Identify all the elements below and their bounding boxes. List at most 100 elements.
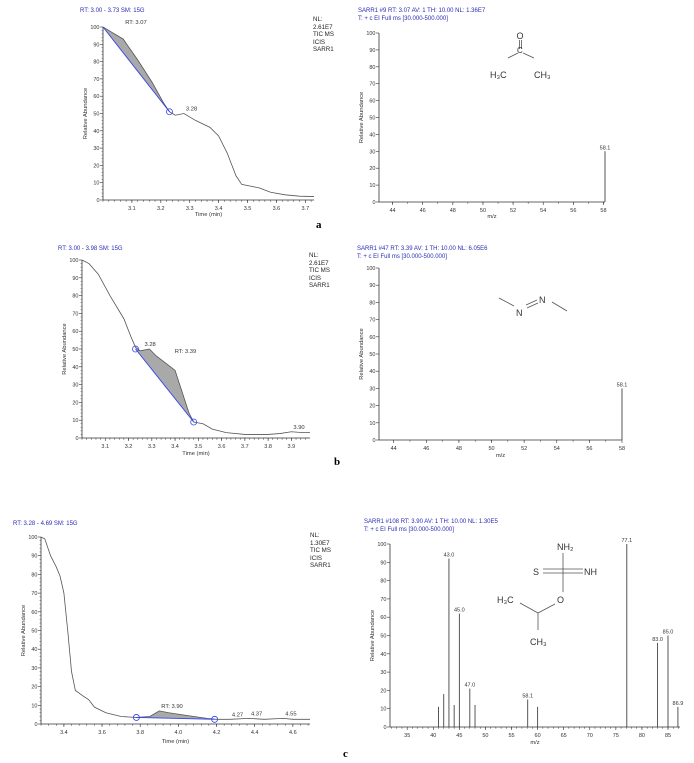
x-tick-label: 3.8	[264, 444, 272, 450]
y-tick-label: 0	[372, 438, 375, 444]
c-chromatogram: 0 10 20 30 40 50 60 70 80 90 100 3.4 3.6 3.8 4.0 4.2 4.4…	[21, 535, 310, 745]
x-tick-label: 52	[510, 208, 516, 214]
scan-header: SARR1 #108 RT: 3.90 AV: 1 TH: 10.00 NL: …	[364, 519, 498, 525]
y-tick-label: 100	[366, 31, 375, 37]
y-tick-label: 50	[369, 352, 375, 358]
peak-mz-label: 86.9	[673, 701, 684, 707]
tic-trace	[102, 26, 315, 197]
a-spectrum-header: SARR1 #9 RT: 3.07 AV: 1 TH: 10.00 NL: 1.…	[358, 8, 485, 23]
structure-acetone	[507, 40, 535, 59]
y-tick-label: 80	[72, 294, 78, 300]
panel-label-c: c	[343, 748, 348, 760]
y-tick-label: 10	[31, 703, 37, 709]
x-tick-label: 80	[639, 733, 645, 739]
x-tick-label: 54	[540, 208, 546, 214]
c-chromatogram-nl-info: NL: 1.30E7 TIC MS ICIS SARR1	[310, 532, 331, 570]
y-tick-label: 90	[31, 554, 37, 560]
x-tick-label: 4.6	[289, 730, 297, 736]
thio-s: S	[533, 567, 539, 577]
x-tick-label: 54	[554, 446, 560, 452]
y-tick-label: 30	[31, 666, 37, 672]
y-tick-label: 80	[93, 60, 99, 66]
peak-mz-label: 58.1	[617, 382, 628, 388]
x-tick-label: 56	[570, 208, 576, 214]
peak-mz-label: 45.0	[454, 608, 465, 614]
x-tick-label: 44	[391, 446, 397, 452]
x-tick-label: 4.4	[251, 730, 259, 736]
y-tick-label: 0	[96, 198, 99, 204]
baseline-marker[interactable]	[166, 108, 173, 116]
x-tick-label: 3.3	[186, 206, 194, 212]
y-tick-label: 40	[31, 647, 37, 653]
x-tick-label: 50	[480, 208, 486, 214]
y-tick-label: 0	[34, 722, 37, 728]
x-tick-label: 48	[450, 208, 456, 214]
y-axis-label: Relative Abundance	[370, 610, 376, 662]
structure-azomethane	[498, 297, 568, 312]
structure-thiocarbamate	[519, 553, 583, 630]
nl-line: TIC MS	[309, 267, 330, 275]
integration-baseline	[135, 348, 195, 423]
y-tick-label: 50	[72, 347, 78, 353]
x-tick-label: 3.5	[194, 444, 202, 450]
y-tick-label: 10	[93, 181, 99, 187]
nl-line: ICIS	[310, 554, 323, 562]
y-tick-label: 20	[72, 400, 78, 406]
x-tick-label: 70	[587, 733, 593, 739]
x-tick-label: 65	[561, 733, 567, 739]
panel-label-b: b	[334, 456, 341, 468]
x-axis-label: Time (min)	[182, 451, 210, 457]
baseline-marker[interactable]	[132, 345, 139, 353]
x-tick-label: 60	[535, 733, 541, 739]
nl-line: TIC MS	[310, 547, 331, 555]
scan-filter: T: + c EI Full ms [30.000-500.000]	[357, 253, 447, 260]
y-tick-label: 80	[380, 579, 386, 585]
y-tick-label: 0	[383, 725, 386, 731]
b-chromatogram-nl-info: NL: 2.61E7 TIC MS ICIS SARR1	[309, 252, 330, 290]
x-tick-label: 3.2	[157, 206, 165, 212]
y-tick-label: 30	[369, 149, 375, 155]
y-tick-label: 40	[369, 132, 375, 138]
nl-line: 2.61E7	[309, 259, 329, 267]
x-tick-label: 48	[456, 446, 462, 452]
y-tick-label: 30	[380, 670, 386, 676]
c-spectrum: 0 10 20 30 40 50 60 70 80 90 100 35 40 45 50 55 60 65 70 75…	[370, 538, 683, 746]
peak-label: RT: 3.07	[125, 20, 146, 26]
y-tick-label: 50	[31, 629, 37, 635]
x-tick-label: 45	[456, 733, 462, 739]
y-tick-label: 20	[31, 685, 37, 691]
y-tick-label: 10	[369, 421, 375, 427]
peak-mz-label: 58.1	[600, 145, 611, 151]
x-tick-label: 3.6	[218, 444, 226, 450]
nl-line: 2.61E7	[313, 23, 333, 31]
y-tick-label: 40	[380, 652, 386, 658]
y-tick-label: 30	[72, 383, 78, 389]
y-tick-label: 90	[72, 276, 78, 282]
peak-label: RT: 3.90	[161, 704, 182, 710]
azo-n2: N	[539, 295, 546, 305]
x-tick-label: 46	[420, 208, 426, 214]
x-tick-label: 56	[586, 446, 592, 452]
y-tick-label: 40	[72, 365, 78, 371]
y-tick-label: 60	[93, 94, 99, 100]
peak-label: 4.37	[251, 711, 262, 717]
x-tick-label: 3.4	[215, 206, 223, 212]
integration-baseline	[102, 26, 170, 113]
y-tick-label: 20	[93, 163, 99, 169]
x-tick-label: 50	[488, 446, 494, 452]
x-tick-label: 3.9	[288, 444, 296, 450]
x-tick-label: 3.1	[128, 206, 136, 212]
peak-label: 4.55	[285, 711, 296, 717]
x-tick-label: 3.7	[241, 444, 249, 450]
nl-line: ICIS	[313, 38, 326, 46]
baseline-marker[interactable]	[190, 418, 198, 426]
x-axis-label: Time (min)	[162, 739, 190, 745]
y-tick-label: 70	[369, 318, 375, 324]
panel-label-a: a	[316, 219, 322, 231]
baseline-marker[interactable]	[132, 714, 140, 721]
y-tick-label: 60	[369, 335, 375, 341]
thio-nh: NH	[584, 567, 597, 577]
x-tick-label: 3.3	[148, 444, 156, 450]
baseline-marker[interactable]	[211, 715, 219, 723]
